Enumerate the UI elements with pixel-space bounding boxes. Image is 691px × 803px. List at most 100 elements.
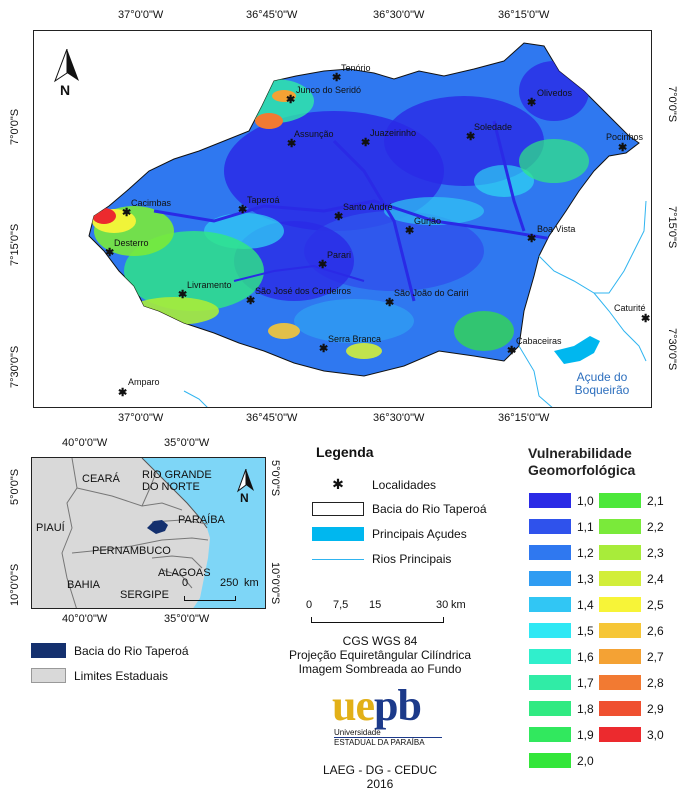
place-marker[interactable]: ✱ [618, 142, 628, 154]
right-tick-3: 7°30'0"S [666, 328, 678, 371]
inset-map[interactable]: CEARÁ RIO GRANDE DO NORTE PARAÍBA PIAUÍ … [31, 457, 266, 609]
inset-bottom-tick-2: 35°0'0"W [164, 613, 210, 625]
legend-item-localidades: ✱ Localidades [312, 476, 436, 493]
vulnerability-class-label: 2,1 [647, 493, 664, 508]
vulnerability-class: 1,9 [529, 726, 594, 744]
vulnerability-title-line2: Geomorfológica [528, 462, 636, 478]
right-tick-1: 7°0'0"S [666, 86, 678, 123]
place-marker[interactable]: ✱ [507, 345, 517, 357]
vulnerability-class: 1,5 [529, 622, 594, 640]
vulnerability-class: 1,0 [529, 492, 594, 510]
inset-legend-basin-swatch [31, 643, 66, 658]
place-label: Tenório [341, 63, 371, 73]
basin-map-svg [88, 42, 647, 407]
vulnerability-class: 1,3 [529, 570, 594, 588]
reservoir-label: Açude do Boqueirão [574, 370, 630, 397]
top-tick-3: 36°30'0"W [373, 9, 425, 21]
place-marker[interactable]: ✱ [334, 211, 344, 223]
place-marker[interactable]: ✱ [122, 207, 132, 219]
logo-text: uepb [332, 681, 422, 730]
uepb-logo: uepb Universidade ESTADUAL DA PARAÍBA [332, 681, 442, 747]
vulnerability-class-label: 1,5 [577, 623, 594, 638]
bottom-tick-1: 37°0'0"W [118, 412, 164, 424]
inset-left-tick-2: 10°0'0"S [9, 563, 21, 606]
place-marker[interactable]: ✱ [319, 343, 329, 355]
place-label: São José dos Cordeiros [255, 286, 352, 296]
vulnerability-swatch [529, 675, 571, 691]
logo-sub1: Universidade [334, 728, 381, 737]
credits-block: CGS WGS 84 Projeção Equiretângular Cilín… [270, 634, 490, 676]
vulnerability-class: 1,4 [529, 596, 594, 614]
place-marker[interactable]: ✱ [318, 259, 328, 271]
vulnerability-legend: 1,0 1,1 1,2 1,3 1,4 1,5 1,6 1,7 1,8 1,9 2,0 2,1 2,2 2… [529, 492, 689, 772]
vulnerability-class-label: 2,0 [577, 753, 594, 768]
legend-item-basin: Bacia do Rio Taperoá [312, 502, 487, 516]
place-marker[interactable]: ✱ [238, 204, 248, 216]
vulnerability-swatch [599, 675, 641, 691]
place-marker[interactable]: ✱ [332, 72, 342, 84]
place-marker[interactable]: ✱ [118, 387, 128, 399]
credits-year: 2016 [366, 777, 394, 791]
vulnerability-swatch [529, 649, 571, 665]
main-map[interactable]: N ✱ Tenório ✱ Junco do Seridó ✱ Olivedos ✱ Assu… [33, 30, 652, 408]
vulnerability-swatch [529, 519, 571, 535]
place-marker[interactable]: ✱ [105, 247, 115, 259]
right-tick-2: 7°15'0"S [666, 206, 678, 249]
place-marker[interactable]: ✱ [246, 295, 256, 307]
place-label: Parari [327, 250, 352, 260]
place-label: Cacimbas [131, 198, 172, 208]
place-marker[interactable]: ✱ [641, 313, 651, 325]
place-label: Pocinhos [606, 132, 644, 142]
place-label: Desterro [114, 238, 149, 248]
vulnerability-class: 1,8 [529, 700, 594, 718]
inset-state-piaui: PIAUÍ [36, 522, 65, 534]
vulnerability-swatch [599, 649, 641, 665]
place-marker[interactable]: ✱ [385, 297, 395, 309]
inset-left-tick-1: 5°0'0"S [9, 468, 21, 505]
legend-title: Legenda [316, 444, 374, 460]
vulnerability-title-line1: Vulnerabilidade [528, 445, 632, 461]
place-label: Junco do Seridó [296, 85, 362, 95]
top-tick-1: 37°0'0"W [118, 9, 164, 21]
legend-item-label: Rios Principais [372, 552, 452, 566]
place-marker[interactable]: ✱ [527, 97, 537, 109]
place-marker[interactable]: ✱ [527, 233, 537, 245]
vulnerability-class-label: 1,2 [577, 545, 594, 560]
place-label: Taperoá [247, 195, 280, 205]
north-arrow-icon [53, 48, 79, 83]
place-label: São João do Cariri [394, 288, 469, 298]
vulnerability-class-label: 1,3 [577, 571, 594, 586]
inset-state-alagoas: ALAGOAS [158, 567, 211, 579]
inset-top-tick-1: 40°0'0"W [62, 437, 108, 449]
inset-scale-start: 0 [182, 577, 189, 589]
scale-tick-2: 15 [369, 599, 382, 611]
vulnerability-class: 1,1 [529, 518, 594, 536]
credits-projection: Projeção Equiretângular Cilíndrica [288, 648, 472, 662]
vulnerability-class-label: 2,2 [647, 519, 664, 534]
place-marker[interactable]: ✱ [178, 289, 188, 301]
vulnerability-class-label: 2,3 [647, 545, 664, 560]
place-marker[interactable]: ✱ [286, 94, 296, 106]
place-marker[interactable]: ✱ [466, 131, 476, 143]
inset-scale-bar [184, 596, 236, 601]
left-tick-1: 7°0'0"S [9, 108, 21, 145]
vulnerability-class: 1,2 [529, 544, 594, 562]
inset-state-rn: RIO GRANDE DO NORTE [142, 469, 212, 493]
top-tick-2: 36°45'0"W [246, 9, 298, 21]
place-marker[interactable]: ✱ [405, 225, 415, 237]
place-label: Juazeirinho [370, 128, 417, 138]
place-marker[interactable]: ✱ [361, 137, 371, 149]
inset-state-ceara: CEARÁ [82, 473, 120, 485]
inset-state-sergipe: SERGIPE [120, 589, 169, 601]
vulnerability-swatch [599, 493, 641, 509]
vulnerability-class: 2,9 [599, 700, 664, 718]
place-marker[interactable]: ✱ [287, 138, 297, 150]
scale-bar [311, 617, 444, 623]
vulnerability-class: 2,5 [599, 596, 664, 614]
legend-item-label: Localidades [372, 477, 437, 492]
vulnerability-class-label: 1,0 [577, 493, 594, 508]
vulnerability-class: 2,7 [599, 648, 664, 666]
vulnerability-raster [92, 61, 589, 359]
vulnerability-class: 2,1 [599, 492, 664, 510]
bottom-tick-4: 36°15'0"W [498, 412, 550, 424]
